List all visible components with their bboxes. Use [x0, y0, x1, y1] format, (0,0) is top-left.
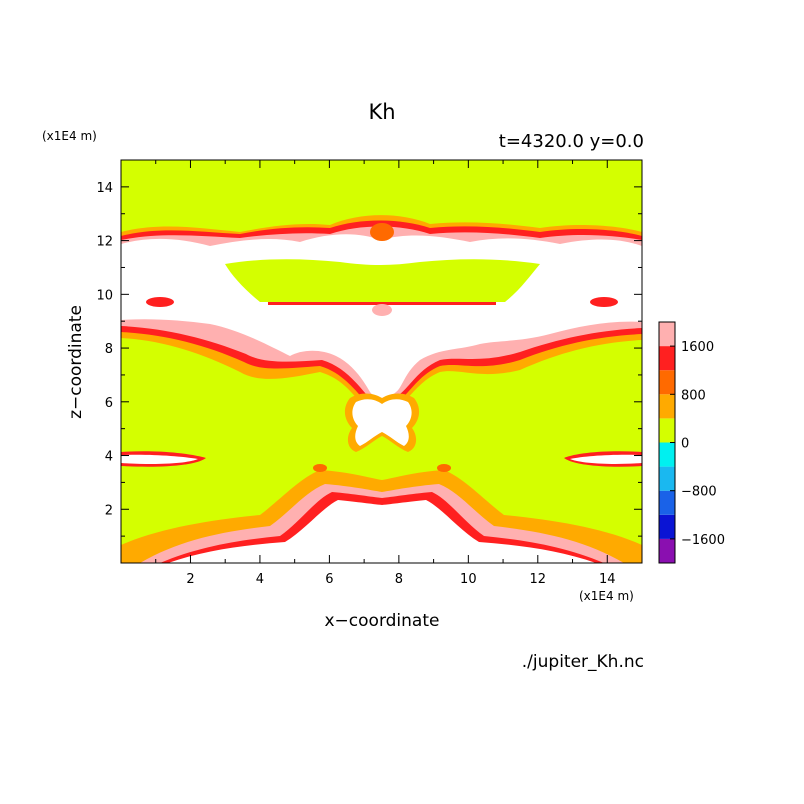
contour-red-line — [268, 302, 496, 305]
contour-blob — [370, 223, 394, 241]
contour-white-lower — [168, 500, 596, 563]
y-tick-label: 12 — [96, 235, 113, 250]
y-tick-label: 14 — [96, 181, 113, 196]
contour-blob — [437, 464, 451, 472]
colorbar-swatch — [659, 442, 675, 467]
colorbar-swatch — [659, 322, 675, 347]
y-tick-label: 4 — [105, 450, 113, 465]
colorbar-tick-label: −1600 — [681, 533, 725, 548]
colorbar-swatch — [659, 370, 675, 395]
contour-white-right-streak — [570, 454, 642, 464]
contour-white-pendant — [352, 399, 412, 446]
x-axis-unit: (x1E4 m) — [579, 589, 634, 603]
contour-blob — [146, 297, 174, 307]
x-axis-ticks: 2 4 6 8 10 12 14 — [155, 160, 616, 587]
colorbar-tick-label: 1600 — [681, 340, 714, 355]
y-tick-label: 6 — [105, 396, 113, 411]
y-tick-label: 10 — [96, 288, 113, 303]
y-axis-ticks: 2 4 6 8 10 12 14 — [96, 181, 642, 537]
colorbar-tick-label: 0 — [681, 437, 689, 452]
contour-blob — [313, 464, 327, 472]
chart-title: Kh — [368, 100, 396, 124]
x-tick-label: 8 — [395, 572, 403, 587]
x-tick-label: 14 — [599, 572, 616, 587]
colorbar-tick-label: 800 — [681, 388, 706, 403]
colorbar-swatch — [659, 418, 675, 443]
y-tick-label: 8 — [105, 342, 113, 357]
chart-subtitle: t=4320.0 y=0.0 — [498, 131, 644, 152]
x-axis-label: x−coordinate — [324, 611, 440, 631]
y-axis-unit: (x1E4 m) — [42, 129, 97, 143]
colorbar-swatch — [659, 490, 675, 515]
x-tick-label: 12 — [530, 572, 547, 587]
colorbar-swatch — [659, 538, 675, 563]
x-tick-label: 10 — [460, 572, 477, 587]
colorbar-tick-label: −800 — [681, 485, 717, 500]
contour-blob — [590, 297, 618, 307]
colorbar-swatch — [659, 514, 675, 539]
contour-fields — [121, 215, 642, 563]
x-tick-label: 2 — [186, 572, 194, 587]
x-tick-label: 4 — [256, 572, 264, 587]
contour-white-left-streak — [121, 454, 198, 464]
plot-frame — [120, 159, 643, 564]
source-filename: ./jupiter_Kh.nc — [521, 652, 644, 672]
colorbar-swatch — [659, 394, 675, 419]
colorbar: 1600 800 0 −800 −1600 — [658, 321, 725, 564]
colorbar-swatch — [659, 346, 675, 371]
x-tick-label: 6 — [325, 572, 333, 587]
contour-blob — [372, 304, 392, 316]
colorbar-swatch — [659, 466, 675, 491]
y-tick-label: 2 — [105, 503, 113, 518]
contour-lime-gap — [225, 259, 540, 302]
